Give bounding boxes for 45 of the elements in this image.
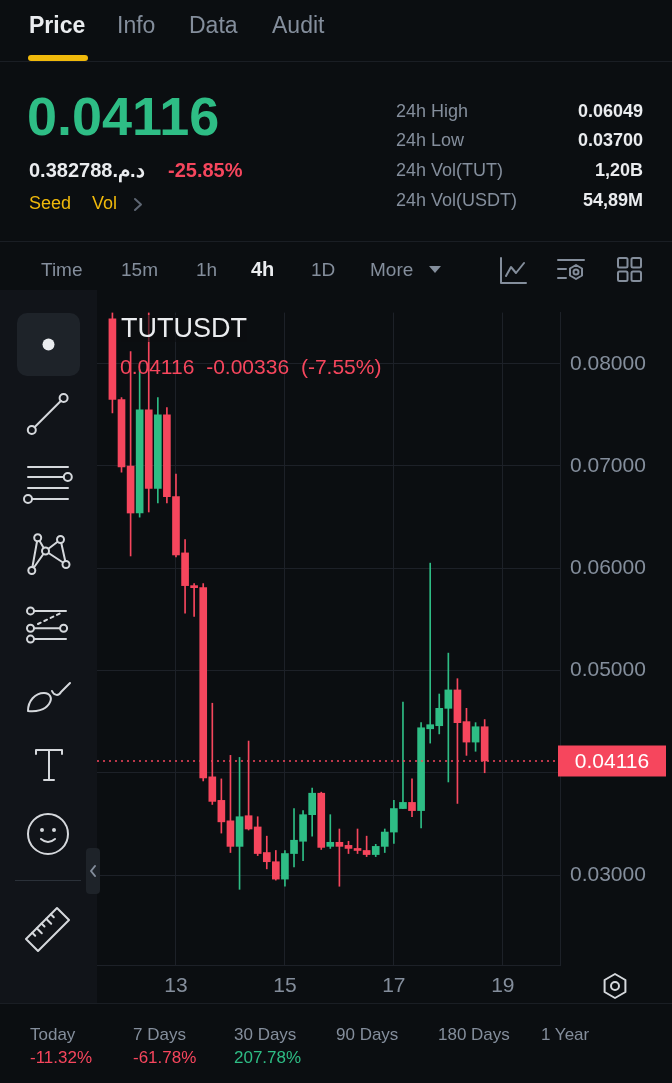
y-tick-label: 0.06000 [570,555,646,579]
text: -25.85% [168,159,243,181]
x-tick-label: 13 [164,973,188,997]
text: 4h [251,258,275,280]
text: -61.78% [133,1047,197,1067]
candlestick [408,778,416,818]
text: Price [29,12,86,39]
text: 30 Days [234,1024,297,1044]
text: 1,20B [594,160,643,181]
text: 54,89M [582,190,643,211]
text: 24h Vol(USDT) [396,190,518,211]
text: Time [41,258,83,280]
text: Info [117,12,156,39]
text: Today [30,1024,76,1044]
text: 1 Year [541,1024,590,1044]
text: 180 Days [438,1024,510,1044]
x-tick-label: 19 [491,973,515,997]
y-tick-label: 0.08000 [570,350,646,374]
text: Vol [92,193,118,214]
text: More [370,258,414,280]
text: 0.03700 [577,130,643,151]
text: 24h Low [396,130,465,151]
text: Seed [29,193,72,214]
text: Data [189,12,238,39]
text: 15m [121,258,158,280]
text: -11.32% [30,1047,93,1067]
text: 24h High [396,101,469,122]
text: 1h [196,258,218,280]
text: 90 Days [336,1024,399,1044]
candlestick [326,814,335,849]
chart-title: TUTUSDT [121,313,247,344]
x-tick-label: 15 [273,973,297,997]
y-tick-label: 0.05000 [570,657,646,681]
text: 0.382788.د.م [29,159,145,181]
text: 1D [311,258,336,280]
text: 24h Vol(TUT) [396,160,504,181]
y-tick-label: 0.07000 [570,452,646,476]
ref-line-label: 0.04116 [574,748,650,772]
text: 0.06049 [577,101,643,122]
text: 207.78% [234,1047,302,1067]
x-tick-label: 17 [382,973,406,997]
text: Audit [272,12,325,39]
y-tick-label: 0.03000 [570,861,646,885]
text: 7 Days [133,1024,186,1044]
text: 0.04116 [27,86,220,147]
